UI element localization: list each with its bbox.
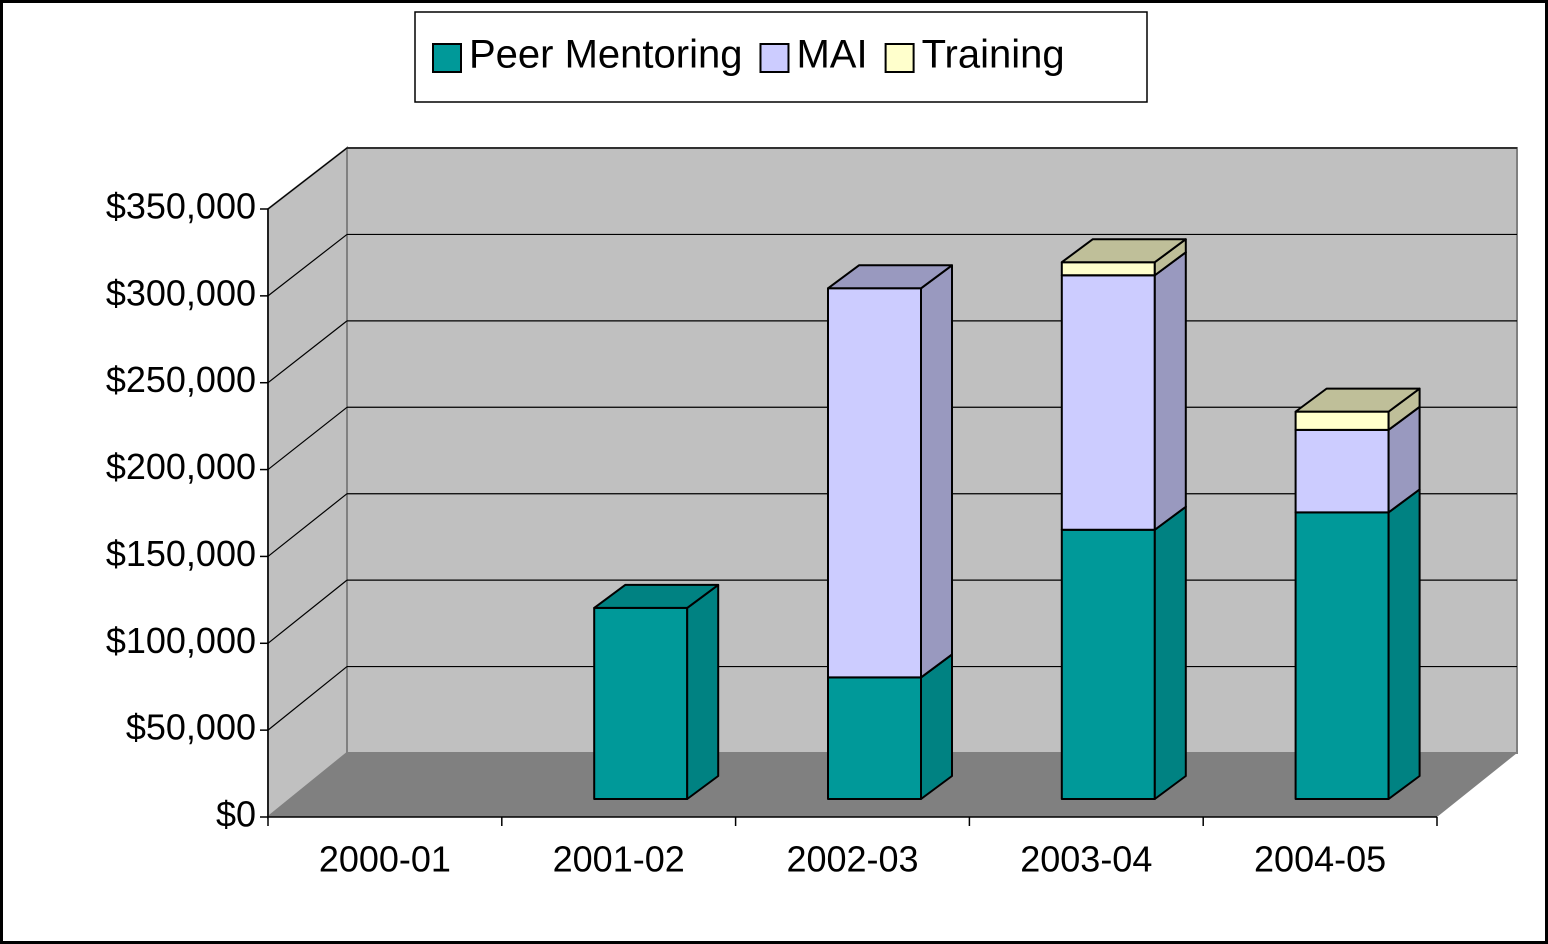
legend-swatch — [759, 43, 790, 73]
legend-label: MAI — [796, 33, 867, 77]
grid-line — [267, 493, 348, 557]
bar-front — [1060, 528, 1156, 800]
y-tick-label: $150,000 — [106, 533, 256, 574]
legend-swatch — [884, 43, 915, 73]
bar-front — [827, 676, 922, 801]
y-tick-label: $250,000 — [106, 359, 256, 400]
x-tick-label: 2002-03 — [786, 839, 918, 880]
bar-top — [593, 583, 720, 609]
bar-front — [1294, 428, 1390, 514]
grid-line — [267, 579, 348, 644]
x-tick-label: 2004-05 — [1254, 839, 1386, 880]
bar-top — [1294, 387, 1421, 413]
legend-label: Training — [922, 33, 1065, 77]
bar-front — [1294, 410, 1390, 431]
bar-top — [827, 264, 953, 290]
y-tick-label: $0 — [216, 794, 256, 835]
x-tick-label: 2003-04 — [1020, 839, 1152, 880]
bar-side — [686, 583, 720, 800]
y-tick-label: $100,000 — [106, 620, 256, 661]
x-tick-label: 2001-02 — [553, 839, 685, 880]
y-tick-label: $50,000 — [126, 707, 256, 748]
bar-front — [593, 606, 689, 801]
bar-side — [920, 653, 953, 800]
bar-front — [827, 287, 922, 679]
bar-side — [1153, 505, 1187, 800]
bar-front — [1294, 511, 1390, 800]
grid-line — [267, 147, 348, 210]
legend-swatch — [432, 43, 462, 73]
bar-front — [1060, 261, 1156, 277]
y-tick-label: $200,000 — [106, 446, 256, 487]
grid-line — [267, 320, 348, 384]
grid-line — [267, 666, 348, 731]
legend-label: Peer Mentoring — [469, 33, 742, 77]
y-tick-label: $300,000 — [106, 272, 256, 313]
bar-front — [1060, 274, 1156, 531]
x-tick-label: 2000-01 — [319, 839, 451, 880]
bar-side — [1153, 251, 1187, 531]
bar-side — [1387, 488, 1421, 800]
grid-line — [267, 406, 348, 471]
bar-side — [920, 264, 953, 679]
bar-top — [1060, 238, 1187, 264]
side-wall — [267, 145, 348, 820]
grid-line — [267, 233, 348, 297]
y-tick-label: $350,000 — [106, 186, 256, 227]
